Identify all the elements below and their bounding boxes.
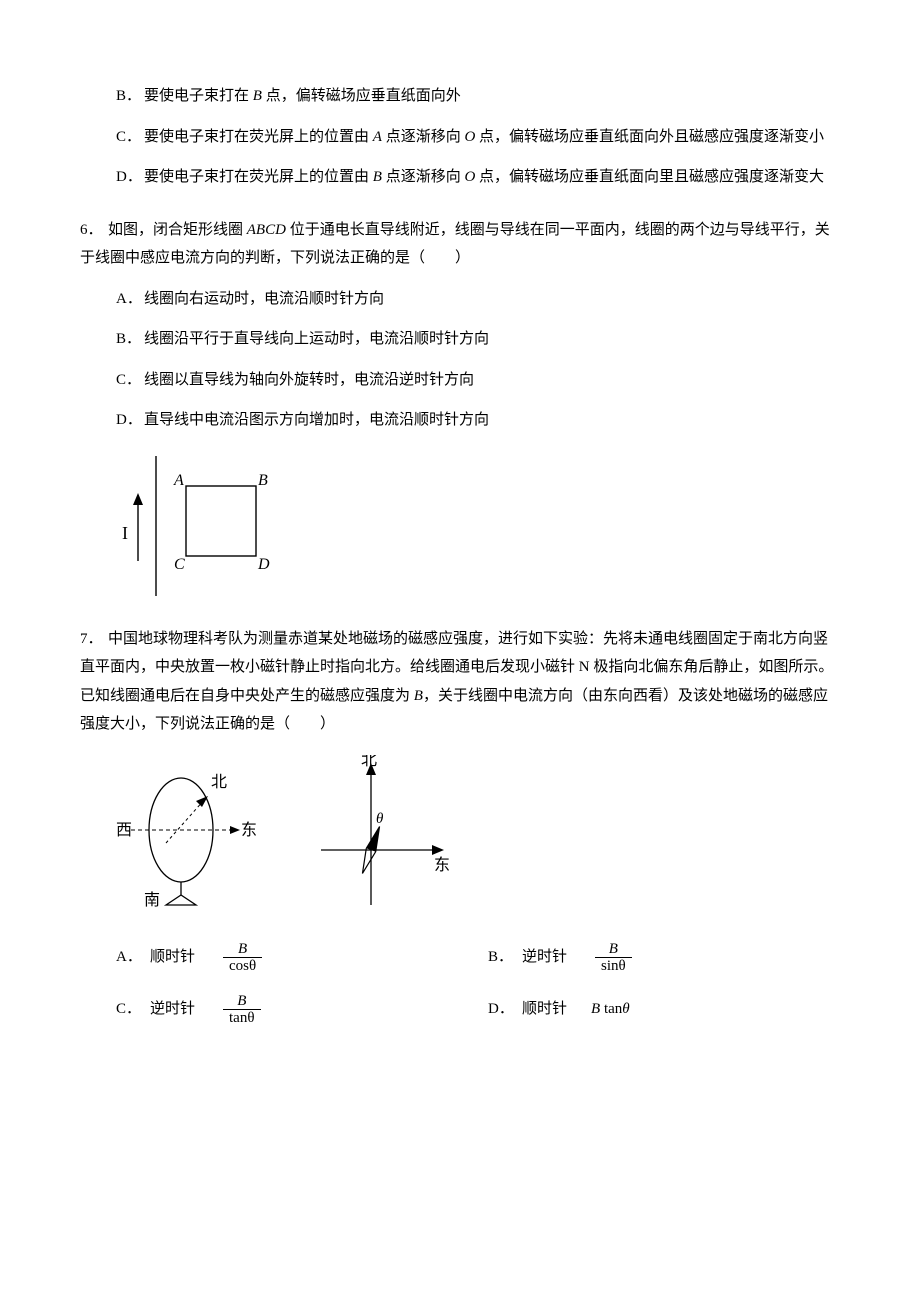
q7-figure: 北 东 西 南 北 东 θ: [116, 755, 840, 925]
option-text: 点，偏转磁场应垂直纸面向外且磁感应强度逐渐变小: [475, 129, 824, 145]
label-theta: θ: [376, 811, 384, 827]
option-label: C．: [116, 995, 144, 1024]
label-east-2: 东: [434, 856, 450, 874]
corner-C: C: [174, 556, 185, 573]
option-text: 要使电子束打在荧光屏上的位置由: [144, 169, 373, 185]
label-north-2: 北: [361, 755, 377, 769]
frac-numerator: B: [232, 941, 253, 958]
q6-option-D: D．直导线中电流沿图示方向增加时，电流沿顺时针方向: [116, 406, 840, 435]
q6-option-B: B．线圈沿平行于直导线向上运动时，电流沿顺时针方向: [116, 325, 840, 354]
q5-option-B: B．要使电子束打在 B 点，偏转磁场应垂直纸面向外: [116, 82, 840, 111]
q6-option-C: C．线圈以直导线为轴向外旋转时，电流沿逆时针方向: [116, 366, 840, 395]
label-east: 东: [241, 821, 257, 839]
q7-option-D: D． 顺时针 B tanθ: [488, 995, 840, 1024]
rect-label: ABCD: [247, 222, 286, 238]
option-text: 线圈向右运动时，电流沿顺时针方向: [144, 291, 384, 307]
frac-numerator: B: [231, 993, 252, 1010]
q6-stem: 6．如图，闭合矩形线圈 ABCD 位于通电长直导线附近，线圈与导线在同一平面内，…: [80, 216, 840, 273]
point-B: B: [373, 169, 382, 185]
option-label: A．: [116, 285, 144, 314]
wire-loop-diagram: I A B C D: [116, 451, 286, 601]
fraction: B cosθ: [223, 941, 262, 975]
q5-option-C: C．要使电子束打在荧光屏上的位置由 A 点逐渐移向 O 点，偏转磁场应垂直纸面向…: [116, 123, 840, 152]
q7-option-C: C． 逆时针 B tanθ: [116, 993, 468, 1027]
q7-stem: 7．中国地球物理科考队为测量赤道某处地磁场的磁感应强度，进行如下实验：先将未通电…: [80, 625, 840, 739]
option-text: 点，偏转磁场应垂直纸面向里且磁感应强度逐渐变大: [475, 169, 824, 185]
option-label: D．: [116, 406, 144, 435]
q7-option-A: A． 顺时针 B cosθ: [116, 941, 468, 975]
option-text: 线圈以直导线为轴向外旋转时，电流沿逆时针方向: [144, 372, 474, 388]
fraction: B sinθ: [595, 941, 632, 975]
option-text: 线圈沿平行于直导线向上运动时，电流沿顺时针方向: [144, 331, 489, 347]
stem-text: 如图，闭合矩形线圈: [108, 222, 247, 238]
frac-denominator: cosθ: [223, 957, 262, 975]
q5-option-D: D．要使电子束打在荧光屏上的位置由 B 点逐渐移向 O 点，偏转磁场应垂直纸面向…: [116, 163, 840, 192]
option-text: 点逐渐移向: [382, 129, 465, 145]
corner-D: D: [257, 556, 270, 573]
label-north: 北: [211, 773, 227, 791]
option-text: 点，偏转磁场应垂直纸面向外: [262, 88, 461, 104]
option-label: D．: [116, 163, 144, 192]
label-west: 西: [116, 822, 132, 839]
option-text: 要使电子束打在荧光屏上的位置由: [144, 129, 373, 145]
label-south: 南: [144, 891, 160, 909]
q6-figure: I A B C D: [116, 451, 840, 601]
option-text: 点逐渐移向: [382, 169, 465, 185]
option-label: B．: [116, 82, 144, 111]
frac-denominator: tanθ: [223, 1009, 261, 1027]
coil-compass-diagram: 北 东 西 南 北 东 θ: [116, 755, 456, 925]
expression: B tanθ: [591, 995, 630, 1024]
direction-text: 顺时针: [522, 995, 567, 1024]
symbol-B: B: [414, 688, 423, 704]
q7-option-B: B． 逆时针 B sinθ: [488, 941, 840, 975]
option-label: C．: [116, 366, 144, 395]
corner-A: A: [173, 472, 184, 489]
option-text: 要使电子束打在: [144, 88, 253, 104]
direction-text: 逆时针: [522, 943, 567, 972]
corner-B: B: [258, 472, 268, 489]
option-label: C．: [116, 123, 144, 152]
question-number: 7．: [80, 625, 108, 654]
current-label: I: [122, 523, 128, 543]
point-A: A: [373, 129, 382, 145]
option-label: A．: [116, 943, 144, 972]
point-O: O: [464, 169, 475, 185]
direction-text: 顺时针: [150, 943, 195, 972]
fraction: B tanθ: [223, 993, 261, 1027]
option-text: 直导线中电流沿图示方向增加时，电流沿顺时针方向: [144, 412, 489, 428]
point-O: O: [464, 129, 475, 145]
frac-numerator: B: [603, 941, 624, 958]
option-label: B．: [488, 943, 516, 972]
direction-text: 逆时针: [150, 995, 195, 1024]
option-label: D．: [488, 995, 516, 1024]
question-number: 6．: [80, 216, 108, 245]
frac-denominator: sinθ: [595, 957, 632, 975]
q7-options: A． 顺时针 B cosθ B． 逆时针 B sinθ C． 逆时针 B tan…: [116, 941, 840, 1027]
q6-option-A: A．线圈向右运动时，电流沿顺时针方向: [116, 285, 840, 314]
point-B: B: [253, 88, 262, 104]
option-label: B．: [116, 325, 144, 354]
